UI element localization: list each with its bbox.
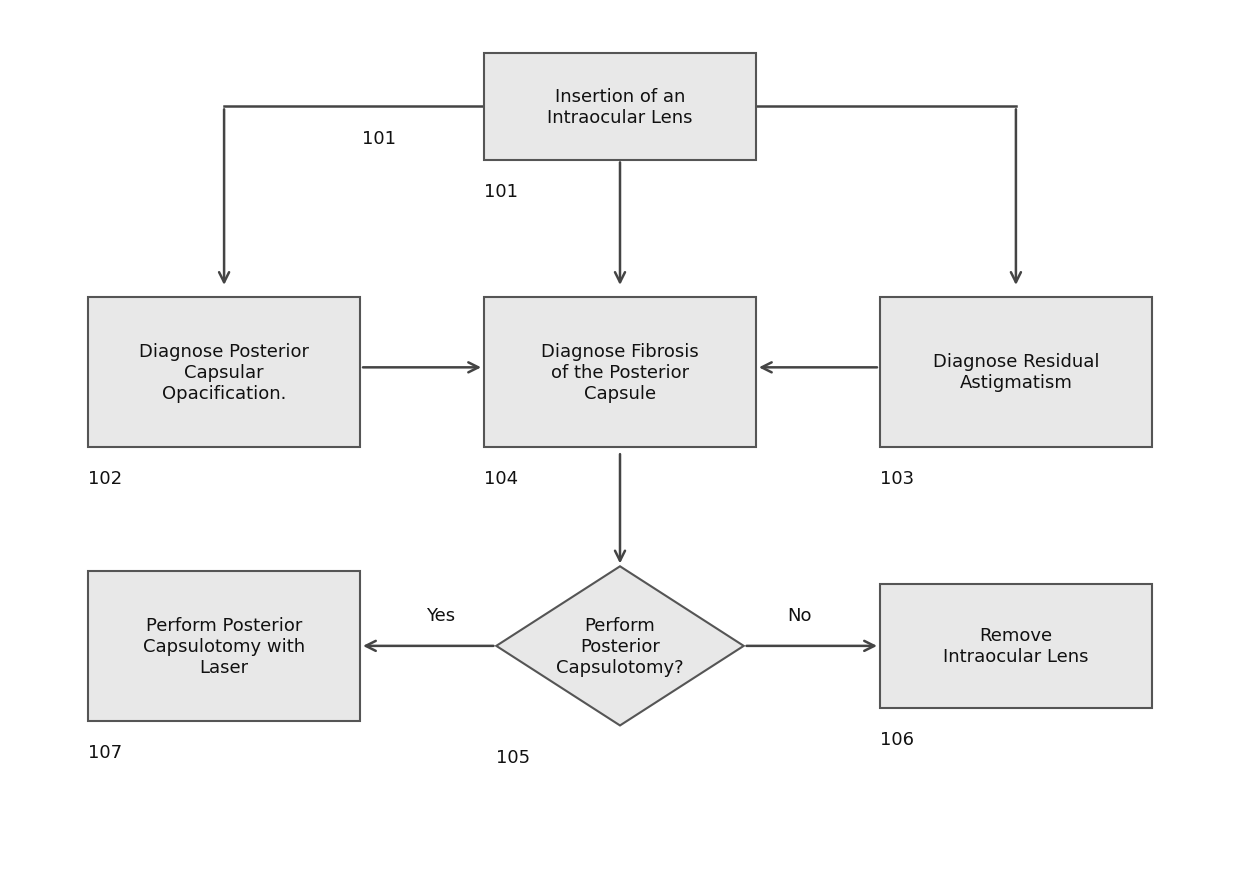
Text: 107: 107 xyxy=(88,743,122,761)
Text: Insertion of an
Intraocular Lens: Insertion of an Intraocular Lens xyxy=(547,88,693,127)
Text: 101: 101 xyxy=(362,129,396,147)
Text: 105: 105 xyxy=(496,748,531,766)
Text: Remove
Intraocular Lens: Remove Intraocular Lens xyxy=(944,626,1089,665)
Text: 101: 101 xyxy=(484,183,518,200)
Text: Diagnose Residual
Astigmatism: Diagnose Residual Astigmatism xyxy=(932,353,1099,392)
Text: 103: 103 xyxy=(880,470,914,487)
Text: No: No xyxy=(787,606,812,624)
Text: Diagnose Posterior
Capsular
Opacification.: Diagnose Posterior Capsular Opacificatio… xyxy=(139,343,309,402)
FancyBboxPatch shape xyxy=(880,298,1152,447)
Polygon shape xyxy=(496,567,744,726)
Text: 106: 106 xyxy=(880,730,914,748)
Text: 104: 104 xyxy=(484,470,518,487)
Text: Diagnose Fibrosis
of the Posterior
Capsule: Diagnose Fibrosis of the Posterior Capsu… xyxy=(541,343,699,402)
Text: Yes: Yes xyxy=(427,606,455,624)
FancyBboxPatch shape xyxy=(88,298,360,447)
Text: Perform Posterior
Capsulotomy with
Laser: Perform Posterior Capsulotomy with Laser xyxy=(143,617,305,676)
FancyBboxPatch shape xyxy=(484,54,756,160)
Text: 102: 102 xyxy=(88,470,122,487)
FancyBboxPatch shape xyxy=(880,584,1152,708)
FancyBboxPatch shape xyxy=(88,571,360,721)
Text: Perform
Posterior
Capsulotomy?: Perform Posterior Capsulotomy? xyxy=(557,617,683,676)
FancyBboxPatch shape xyxy=(484,298,756,447)
